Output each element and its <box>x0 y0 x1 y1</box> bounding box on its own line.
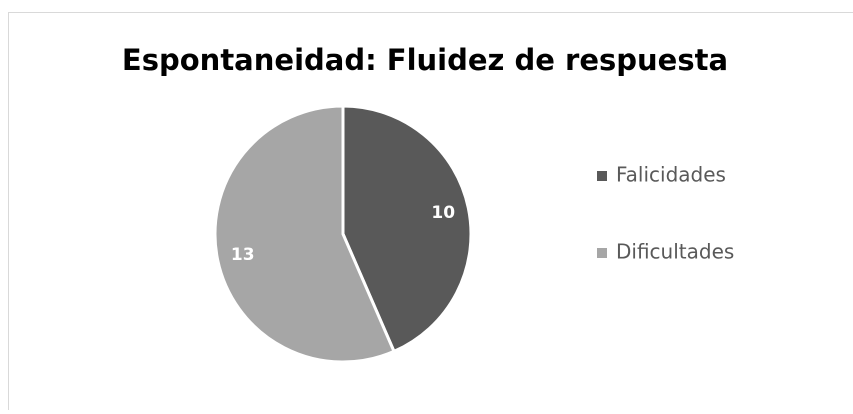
data-label: 13 <box>231 245 255 265</box>
legend-swatch <box>597 171 607 181</box>
legend-label: Dificultades <box>616 240 734 264</box>
data-label: 10 <box>431 203 455 223</box>
legend-label: Falicidades <box>616 163 726 187</box>
legend-swatch <box>597 248 607 258</box>
chart-title: Espontaneidad: Fluidez de respuesta <box>122 43 728 77</box>
